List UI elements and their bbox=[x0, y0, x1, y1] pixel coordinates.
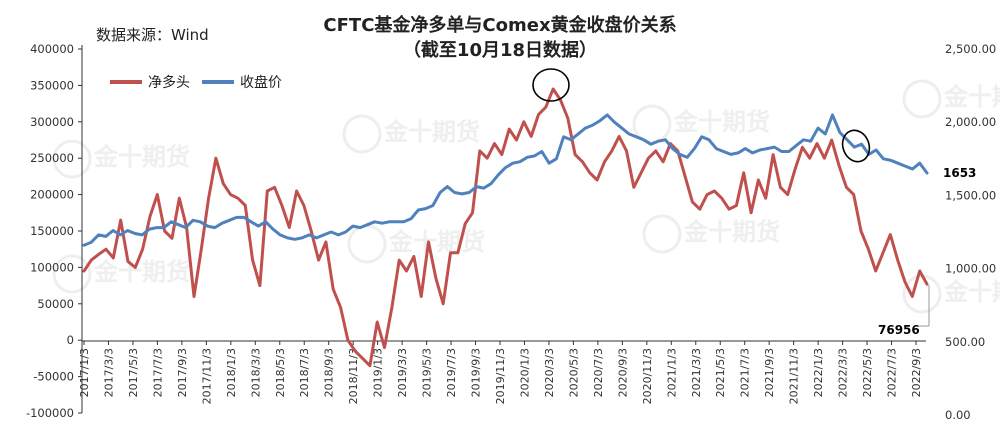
x-tick-label: 2021/11/3 bbox=[788, 348, 801, 404]
x-tick-label: 2021/1/3 bbox=[665, 348, 678, 397]
x-tick-label: 2018/3/3 bbox=[249, 348, 262, 397]
legend: 净多头 收盘价 bbox=[110, 74, 282, 91]
x-tick-label: 2022/9/3 bbox=[910, 348, 923, 397]
right-tick-label: 1,000.00 bbox=[945, 262, 996, 276]
x-tick-label: 2021/5/3 bbox=[714, 348, 727, 397]
left-tick-label: 0 bbox=[67, 333, 74, 347]
x-tick-label: 2020/3/3 bbox=[543, 348, 556, 397]
x-tick-label: 2022/3/3 bbox=[837, 348, 850, 397]
x-tick-label: 2021/7/3 bbox=[739, 348, 752, 397]
watermark-5: 金十期货 bbox=[347, 224, 485, 264]
x-tick-label: 2019/3/3 bbox=[396, 348, 409, 397]
legend-label-close-price: 收盘价 bbox=[240, 74, 282, 91]
x-tick-label: 2017/11/3 bbox=[200, 348, 213, 404]
watermark-text: 金十期货 bbox=[93, 143, 190, 171]
x-tick-label: 2020/7/3 bbox=[592, 348, 605, 397]
x-tick-label: 2017/7/3 bbox=[151, 348, 164, 397]
x-tick-label: 2022/7/3 bbox=[886, 348, 899, 397]
watermark-6: 金十期货 bbox=[642, 214, 780, 254]
left-tick-label: 250000 bbox=[30, 151, 74, 165]
x-tick-label: 2019/9/3 bbox=[470, 348, 483, 397]
x-tick-label: 2017/1/3 bbox=[78, 348, 91, 397]
x-tick-label: 2021/9/3 bbox=[763, 348, 776, 397]
series-line-close-price bbox=[82, 113, 929, 247]
right-tick-label: 500.00 bbox=[945, 335, 985, 349]
watermark-0: 金十期货 bbox=[52, 139, 190, 179]
chart-subtitle: （截至10月18日数据） bbox=[403, 39, 597, 61]
axes-layer: -100000 -50000 0 50000 100000 150000 200000 250… bbox=[26, 42, 996, 422]
left-tick-label: 150000 bbox=[30, 224, 74, 238]
net-long-last-value: 76956 bbox=[878, 323, 920, 337]
left-tick-label: -50000 bbox=[33, 370, 74, 384]
x-tick-label: 2020/9/3 bbox=[616, 348, 629, 397]
x-tick-label: 2020/11/3 bbox=[641, 348, 654, 404]
legend-label-net-long: 净多头 bbox=[148, 74, 190, 91]
highlight-circle-2022-peak bbox=[841, 129, 871, 163]
watermark-text: 金十期货 bbox=[388, 228, 485, 256]
left-tick-label: 350000 bbox=[30, 78, 74, 92]
series-line-net-long bbox=[82, 87, 929, 368]
right-tick-label: 1,500.00 bbox=[945, 188, 996, 202]
x-tick-label: 2019/1/3 bbox=[372, 348, 385, 397]
left-tick-label: 50000 bbox=[37, 297, 74, 311]
x-tick-label: 2019/7/3 bbox=[445, 348, 458, 397]
x-tick-label: 2018/7/3 bbox=[298, 348, 311, 397]
watermark-text: 金十期货 bbox=[673, 108, 770, 136]
x-tick-label: 2017/3/3 bbox=[102, 348, 115, 397]
left-tick-label: 300000 bbox=[30, 115, 74, 129]
x-tick-label: 2020/5/3 bbox=[567, 348, 580, 397]
close-price-last-value: 1653 bbox=[943, 166, 976, 180]
x-tick-label: 2018/9/3 bbox=[323, 348, 336, 397]
data-source-label: 数据来源：Wind bbox=[96, 26, 209, 44]
chart-title: CFTC基金净多单与Comex黄金收盘价关系 bbox=[323, 14, 676, 36]
watermark-layer: 金十期货金十期货金十期货金十期货金十期货金十期货金十期货金十期货 bbox=[52, 79, 1000, 314]
x-tick-label: 2021/3/3 bbox=[690, 348, 703, 397]
watermark-text: 金十期货 bbox=[93, 258, 190, 286]
left-tick-label: 200000 bbox=[30, 188, 74, 202]
x-tick-label: 2022/1/3 bbox=[812, 348, 825, 397]
x-tick-label: 2018/1/3 bbox=[225, 348, 238, 397]
watermark-1: 金十期货 bbox=[342, 114, 480, 154]
right-tick-label: 2,500.00 bbox=[945, 42, 996, 56]
x-tick-label: 2017/9/3 bbox=[176, 348, 189, 397]
x-tick-label: 2019/11/3 bbox=[494, 348, 507, 404]
watermark-2: 金十期货 bbox=[632, 104, 770, 144]
right-tick-label: 0.00 bbox=[945, 408, 971, 422]
x-tick-label: 2020/1/3 bbox=[518, 348, 531, 397]
watermark-text: 金十期货 bbox=[383, 118, 480, 146]
x-tick-label: 2017/5/3 bbox=[127, 348, 140, 397]
highlight-circle-2020-peak bbox=[532, 68, 570, 102]
annotations-layer: 76956 1653 bbox=[532, 68, 976, 337]
x-tick-label: 2022/5/3 bbox=[861, 348, 874, 397]
watermark-4: 金十期货 bbox=[52, 254, 190, 294]
left-tick-label: 400000 bbox=[30, 42, 74, 56]
watermark-text: 金十期货 bbox=[943, 278, 1000, 306]
left-tick-label: -100000 bbox=[26, 406, 74, 420]
watermark-text: 金十期货 bbox=[683, 218, 780, 246]
x-tick-label: 2019/5/3 bbox=[421, 348, 434, 397]
watermark-text: 金十期货 bbox=[943, 83, 1000, 111]
right-tick-label: 2,000.00 bbox=[945, 115, 996, 129]
series-layer bbox=[82, 87, 929, 368]
left-tick-label: 100000 bbox=[30, 260, 74, 274]
watermark-3: 金十期货 bbox=[902, 79, 1000, 119]
x-tick-label: 2018/5/3 bbox=[274, 348, 287, 397]
x-tick-label: 2018/11/3 bbox=[347, 348, 360, 404]
watermark-7: 金十期货 bbox=[902, 274, 1000, 314]
